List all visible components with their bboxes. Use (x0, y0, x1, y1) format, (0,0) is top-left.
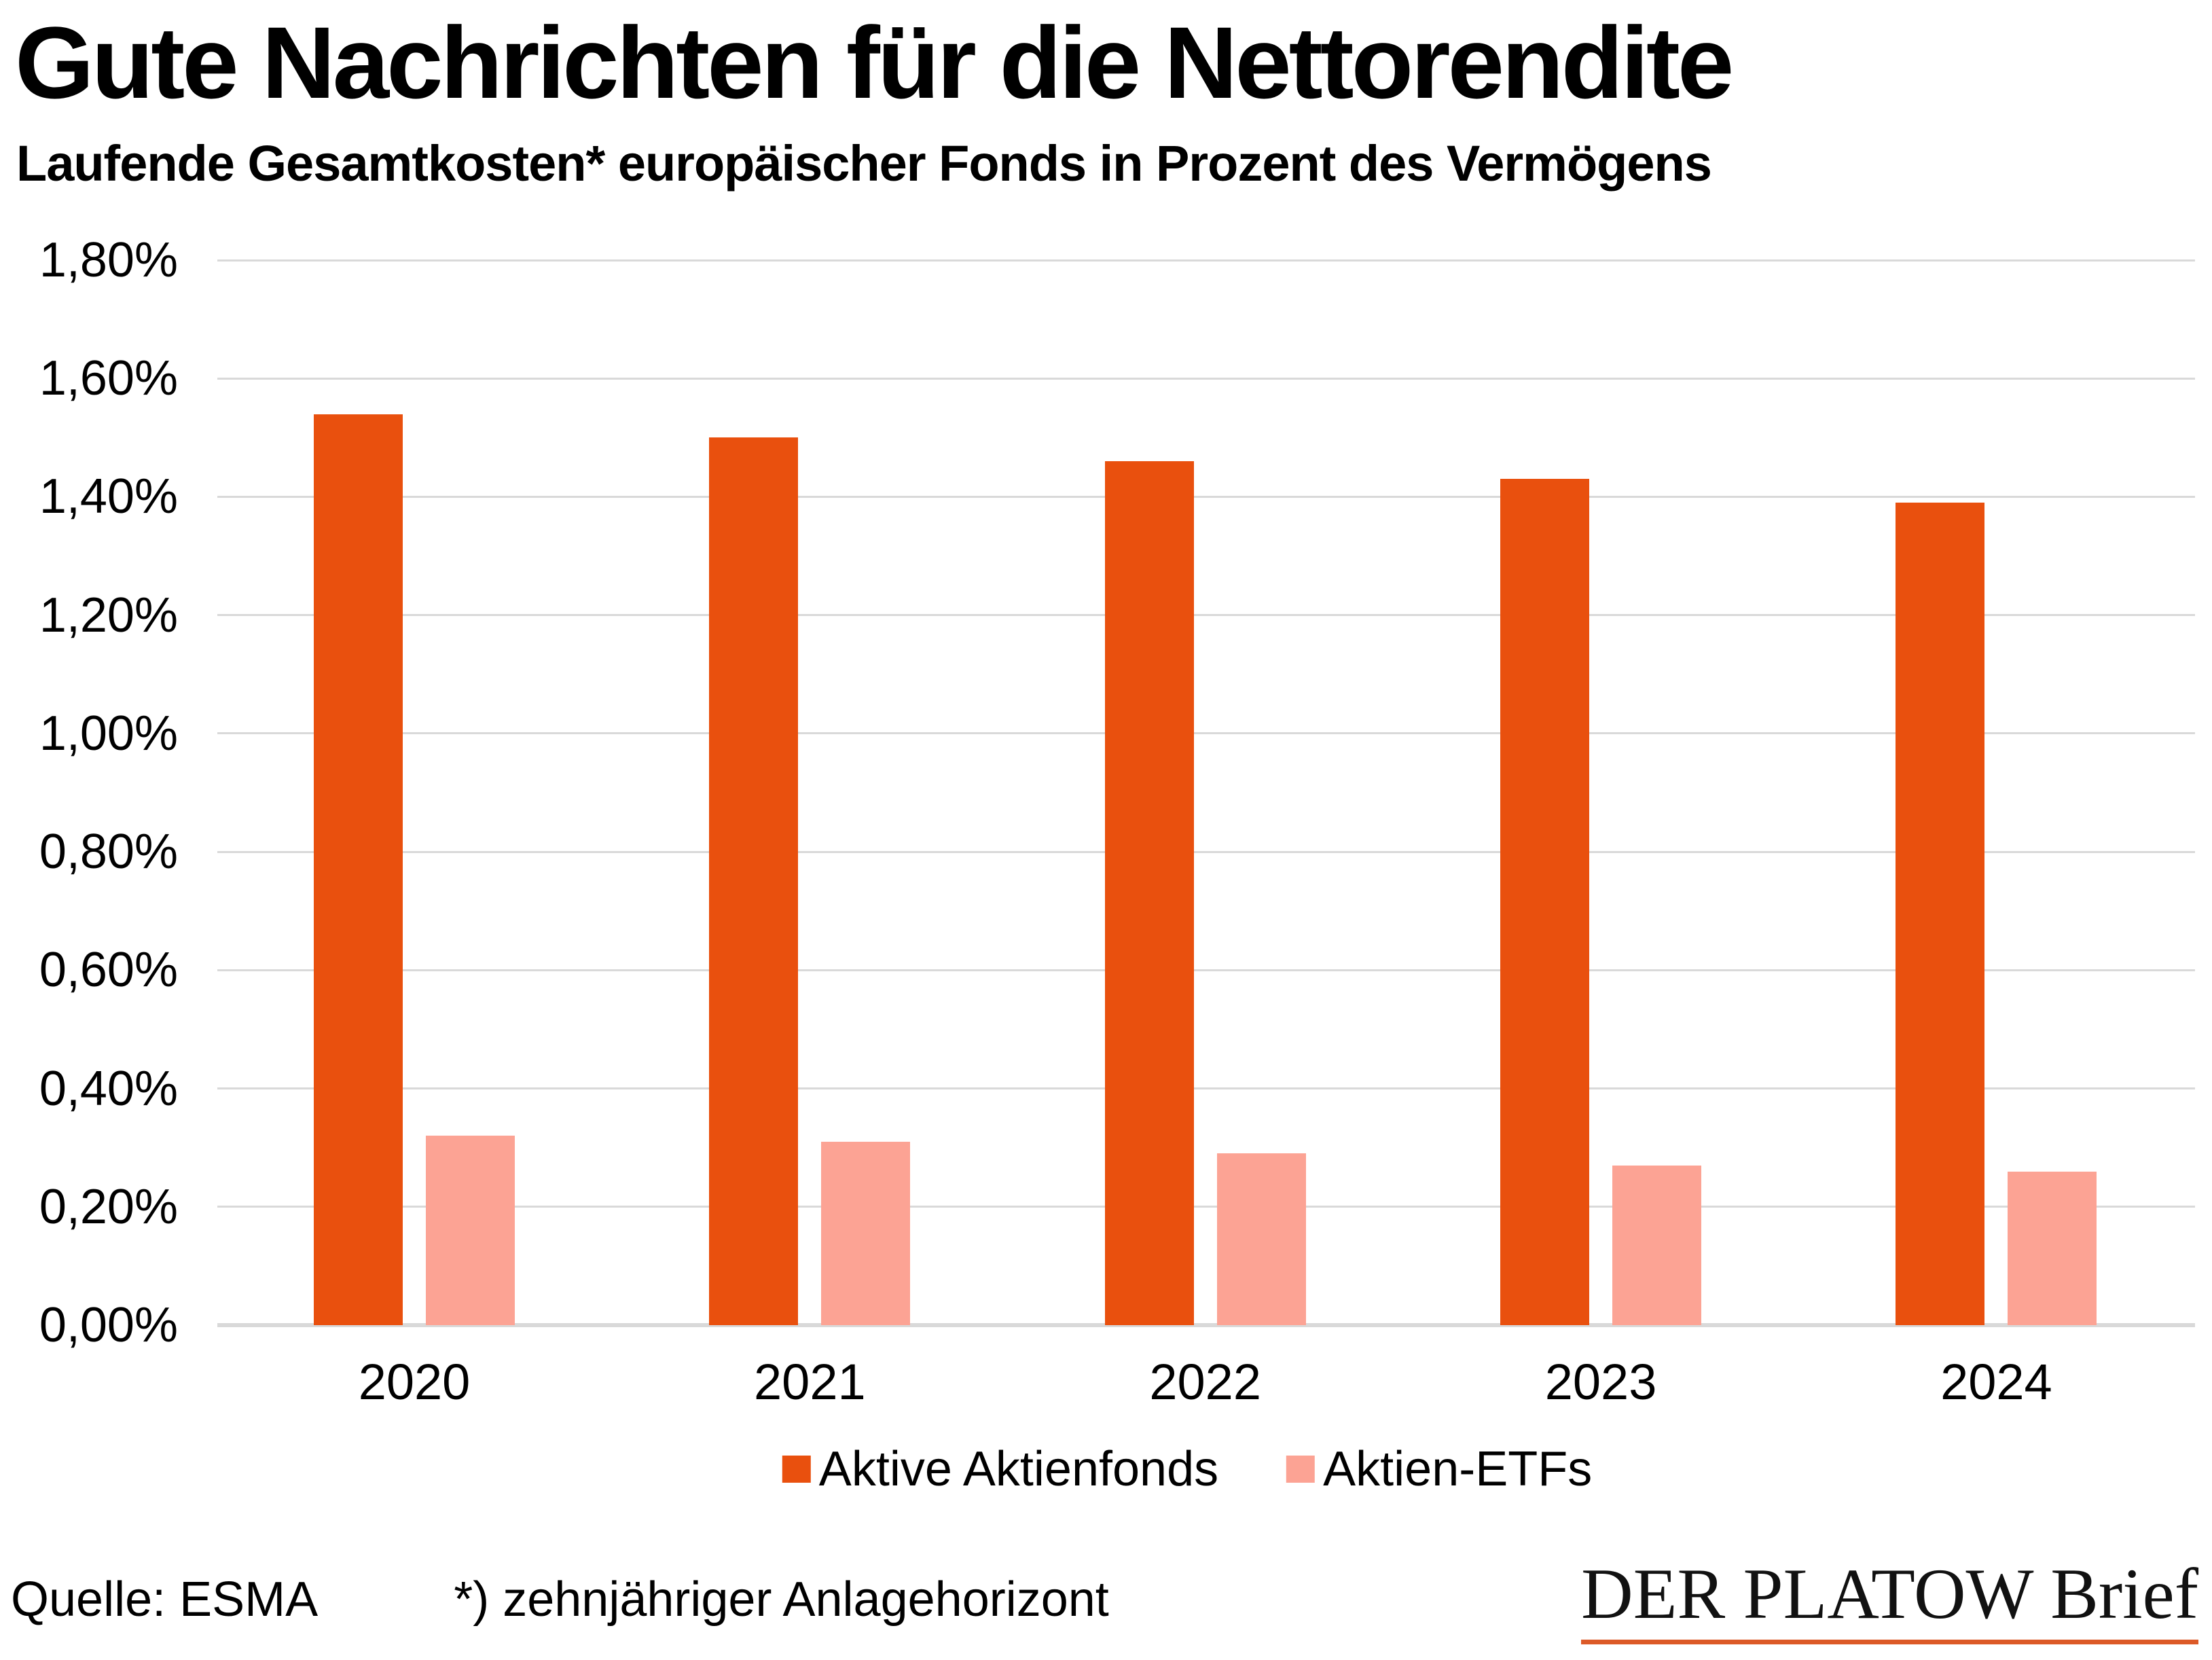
legend-swatch-aktive-aktienfonds-icon (782, 1456, 811, 1483)
bar-aktive-aktienfonds-2022 (1104, 461, 1194, 1325)
legend-item-aktien-etfs: Aktien-ETFs (1286, 1441, 1592, 1497)
y-tick-label: 0,20% (39, 1179, 178, 1234)
bar-aktien-etfs-2022 (1216, 1153, 1306, 1325)
x-tick-label-2020: 2020 (358, 1354, 471, 1410)
gridline (217, 850, 2195, 853)
publisher-logo: DER PLATOW Brief (1581, 1557, 2198, 1644)
chart-legend: Aktive Aktienfonds Aktien-ETFs (782, 1441, 1592, 1497)
publisher-logo-text: DER PLATOW Brief (1581, 1554, 2198, 1634)
bar-aktien-etfs-2020 (426, 1136, 515, 1325)
bar-aktive-aktienfonds-2020 (314, 414, 403, 1325)
bar-aktien-etfs-2023 (1612, 1165, 1702, 1325)
legend-swatch-aktien-etfs-icon (1286, 1456, 1316, 1483)
y-tick-label: 1,40% (39, 469, 178, 524)
legend-label-aktive-aktienfonds: Aktive Aktienfonds (818, 1442, 1219, 1496)
footnote-text: *) zehnjähriger Anlagehorizont (454, 1572, 1109, 1627)
bar-aktien-etfs-2021 (821, 1141, 911, 1325)
gridline (217, 1087, 2195, 1090)
bar-aktive-aktienfonds-2023 (1500, 479, 1590, 1325)
x-tick-label-2023: 2023 (1544, 1354, 1657, 1410)
gridline (217, 969, 2195, 971)
footer: Quelle: ESMA *) zehnjähriger Anlagehoriz… (11, 1572, 1109, 1627)
x-axis-line (217, 1323, 2195, 1327)
y-tick-label: 1,80% (39, 233, 178, 287)
x-tick-label-2021: 2021 (754, 1354, 866, 1410)
bar-aktive-aktienfonds-2021 (709, 437, 799, 1325)
plot-area (217, 259, 2195, 1327)
gridline (217, 259, 2195, 261)
source-text: Quelle: ESMA (11, 1572, 319, 1627)
legend-label-aktien-etfs: Aktien-ETFs (1323, 1442, 1593, 1496)
y-tick-label: 0,00% (39, 1298, 178, 1352)
y-tick-label: 1,60% (39, 351, 178, 406)
gridline (217, 377, 2195, 380)
y-tick-label: 1,20% (39, 588, 178, 643)
y-tick-label: 0,40% (39, 1061, 178, 1116)
y-tick-label: 0,60% (39, 943, 178, 998)
bar-aktive-aktienfonds-2024 (1896, 503, 1985, 1325)
gridline (217, 1206, 2195, 1208)
chart-title: Gute Nachrichten für die Nettorendite (15, 5, 1734, 120)
legend-item-aktive-aktienfonds: Aktive Aktienfonds (782, 1441, 1218, 1497)
gridline (217, 732, 2195, 735)
y-tick-label: 1,00% (39, 706, 178, 761)
chart-subtitle: Laufende Gesamtkosten* europäischer Fond… (16, 135, 1712, 192)
bar-aktien-etfs-2024 (2008, 1171, 2097, 1325)
x-tick-label-2024: 2024 (1940, 1354, 2052, 1410)
logo-underline (1581, 1640, 2198, 1644)
y-tick-label: 0,80% (39, 825, 178, 880)
gridline (217, 495, 2195, 498)
gridline (217, 614, 2195, 617)
x-tick-label-2022: 2022 (1149, 1354, 1261, 1410)
